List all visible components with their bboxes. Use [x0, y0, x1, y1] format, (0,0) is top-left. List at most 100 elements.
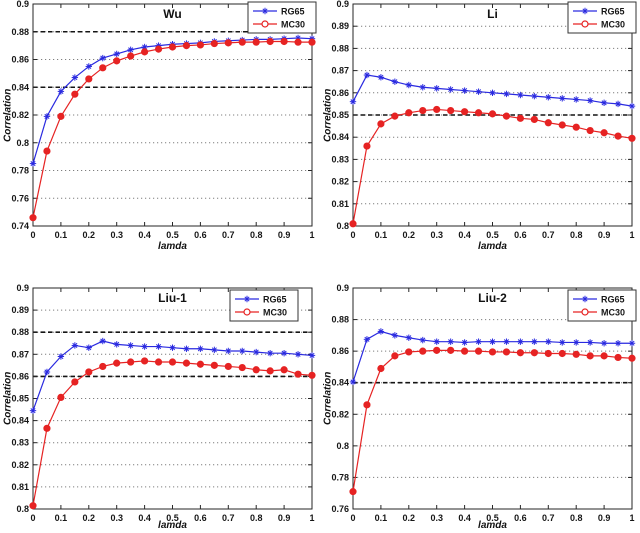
y-axis-label-correlation: Correlation	[322, 371, 334, 426]
svg-text:0.4: 0.4	[458, 230, 471, 240]
svg-text:0.78: 0.78	[331, 472, 349, 482]
svg-text:0.85: 0.85	[11, 394, 29, 404]
svg-text:0.9: 0.9	[278, 230, 291, 240]
plot-title-liu-1: Liu-1	[158, 291, 187, 305]
svg-text:0.82: 0.82	[11, 460, 29, 470]
svg-text:0: 0	[350, 513, 355, 523]
svg-text:0.9: 0.9	[598, 230, 611, 240]
svg-text:0.76: 0.76	[11, 193, 29, 203]
svg-text:0.78: 0.78	[11, 166, 29, 176]
svg-text:0.2: 0.2	[403, 513, 416, 523]
x-axis-label-lamda: lamda	[478, 241, 507, 252]
y-axis-label-correlation: Correlation	[322, 88, 334, 142]
svg-text:0.5: 0.5	[486, 230, 499, 240]
svg-text:0.89: 0.89	[11, 305, 29, 315]
svg-text:MC30: MC30	[263, 308, 287, 318]
plot-canvas-liu-2: 0 0.1 0.2 0.3 0.4 0.5 0.6 0.7 0.8 0.9 1 0.76 0.78 0.8…	[331, 283, 637, 523]
svg-text:0.9: 0.9	[336, 0, 349, 9]
svg-text:0.8: 0.8	[16, 504, 29, 514]
svg-text:MC30: MC30	[601, 20, 625, 30]
svg-text:0.3: 0.3	[110, 513, 123, 523]
y-axis-label-correlation: Correlation	[2, 371, 14, 426]
svg-text:0.7: 0.7	[542, 513, 555, 523]
plot-canvas-li: 0 0.1 0.2 0.3 0.4 0.5 0.6 0.7 0.8 0.9 1 0.8 0.81 0.82…	[331, 0, 637, 240]
svg-text:0.88: 0.88	[331, 43, 349, 53]
svg-text:0.89: 0.89	[331, 21, 349, 31]
svg-text:RG65: RG65	[601, 7, 625, 17]
subplot-liu-2: 0 0.1 0.2 0.3 0.4 0.5 0.6 0.7 0.8 0.9 1 0.76 0.78 0.8…	[320, 266, 640, 533]
svg-text:0.2: 0.2	[83, 230, 96, 240]
svg-text:0.8: 0.8	[250, 230, 263, 240]
svg-text:0.86: 0.86	[331, 88, 349, 98]
svg-text:0.3: 0.3	[430, 513, 443, 523]
svg-text:0.9: 0.9	[336, 283, 349, 293]
svg-text:0.1: 0.1	[55, 230, 68, 240]
svg-text:0.8: 0.8	[570, 230, 583, 240]
svg-text:0.6: 0.6	[514, 513, 527, 523]
svg-text:0.82: 0.82	[331, 177, 349, 187]
svg-text:0.1: 0.1	[375, 230, 388, 240]
svg-text:0.81: 0.81	[11, 482, 29, 492]
x-axis-label-lamda: lamda	[158, 520, 187, 531]
svg-text:0.88: 0.88	[11, 327, 29, 337]
svg-text:0.1: 0.1	[375, 513, 388, 523]
svg-text:0.8: 0.8	[336, 441, 349, 451]
subplot-liu-1: 0 0.1 0.2 0.3 0.4 0.5 0.6 0.7 0.8 0.9 1 0.8 0.81 0.82…	[0, 266, 320, 533]
svg-text:0.8: 0.8	[336, 221, 349, 231]
svg-text:0.84: 0.84	[11, 82, 29, 92]
svg-text:0.85: 0.85	[331, 110, 349, 120]
svg-text:RG65: RG65	[601, 295, 625, 305]
svg-text:0.86: 0.86	[11, 55, 29, 65]
svg-text:0.87: 0.87	[331, 66, 349, 76]
plot-canvas-wu: 0 0.1 0.2 0.3 0.4 0.5 0.6 0.7 0.8 0.9 1 0.74 0.76 0.7…	[11, 0, 317, 240]
svg-text:0.84: 0.84	[11, 416, 29, 426]
svg-text:1: 1	[629, 513, 634, 523]
svg-text:RG65: RG65	[263, 295, 287, 305]
plot-title-liu-2: Liu-2	[478, 291, 507, 305]
svg-text:0.6: 0.6	[194, 513, 207, 523]
svg-text:0.5: 0.5	[486, 513, 499, 523]
svg-text:0.84: 0.84	[331, 378, 349, 388]
svg-text:0.86: 0.86	[11, 371, 29, 381]
svg-text:0.3: 0.3	[110, 230, 123, 240]
svg-text:0.9: 0.9	[278, 513, 291, 523]
svg-text:0.82: 0.82	[331, 409, 349, 419]
svg-text:RG65: RG65	[281, 7, 305, 17]
svg-text:0.6: 0.6	[514, 230, 527, 240]
svg-text:0.6: 0.6	[194, 230, 207, 240]
svg-text:0.88: 0.88	[331, 315, 349, 325]
svg-text:0.81: 0.81	[331, 199, 349, 209]
svg-text:0.9: 0.9	[598, 513, 611, 523]
svg-text:0.8: 0.8	[570, 513, 583, 523]
svg-text:0.74: 0.74	[11, 221, 29, 231]
svg-text:0: 0	[30, 513, 35, 523]
svg-text:0.9: 0.9	[16, 283, 29, 293]
subplot-li: 0 0.1 0.2 0.3 0.4 0.5 0.6 0.7 0.8 0.9 1 0.8 0.81 0.82…	[320, 0, 640, 266]
svg-text:0.8: 0.8	[16, 138, 29, 148]
svg-text:0.87: 0.87	[11, 349, 29, 359]
svg-text:0: 0	[30, 230, 35, 240]
svg-text:0.5: 0.5	[166, 230, 179, 240]
svg-text:0.7: 0.7	[222, 513, 235, 523]
y-axis-label-correlation: Correlation	[2, 88, 14, 142]
svg-text:0.4: 0.4	[138, 230, 151, 240]
svg-text:0.83: 0.83	[331, 154, 349, 164]
svg-text:0.83: 0.83	[11, 438, 29, 448]
svg-text:1: 1	[309, 513, 314, 523]
svg-text:0.88: 0.88	[11, 27, 29, 37]
svg-text:0.8: 0.8	[250, 513, 263, 523]
svg-text:0.9: 0.9	[16, 0, 29, 9]
subplot-wu: 0 0.1 0.2 0.3 0.4 0.5 0.6 0.7 0.8 0.9 1 0.74 0.76 0.7…	[0, 0, 320, 266]
svg-text:0.7: 0.7	[542, 230, 555, 240]
svg-text:0.86: 0.86	[331, 346, 349, 356]
svg-text:0.5: 0.5	[166, 513, 179, 523]
svg-text:0.76: 0.76	[331, 504, 349, 514]
svg-text:0.84: 0.84	[331, 132, 349, 142]
svg-text:0.4: 0.4	[458, 513, 471, 523]
svg-text:0.7: 0.7	[222, 230, 235, 240]
svg-text:1: 1	[629, 230, 634, 240]
svg-text:1: 1	[309, 230, 314, 240]
svg-text:0.3: 0.3	[430, 230, 443, 240]
svg-text:0: 0	[350, 230, 355, 240]
